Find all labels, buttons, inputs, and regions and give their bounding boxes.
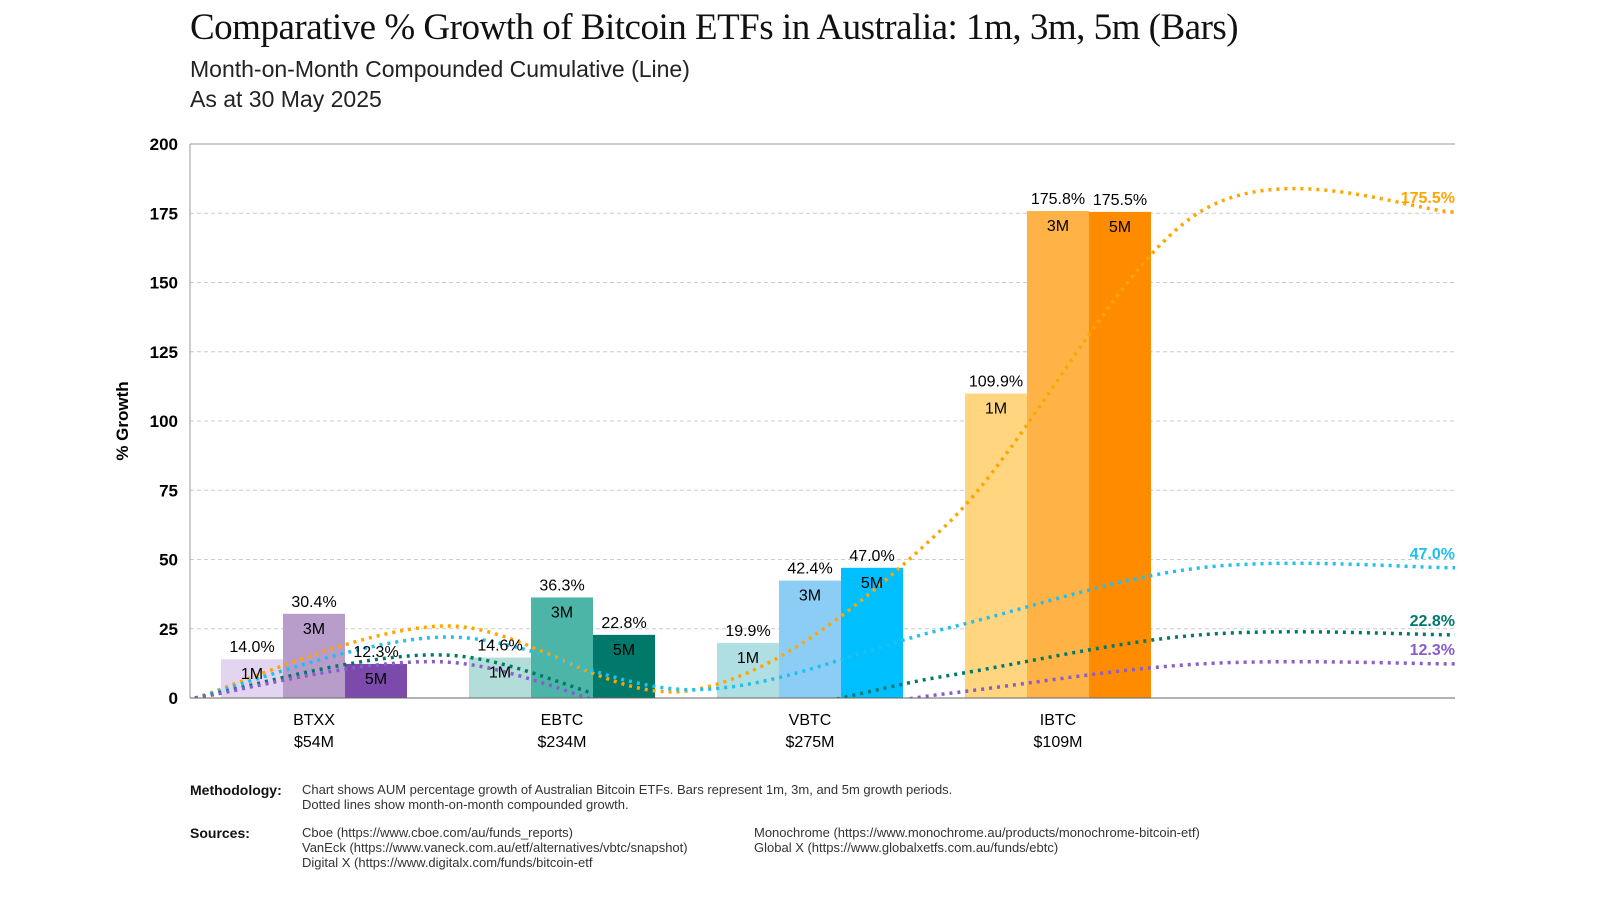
y-tick-label: 150	[150, 274, 178, 293]
bar-value-label: 14.0%	[229, 639, 274, 656]
bar-period-label: 1M	[985, 401, 1007, 418]
x-tick-aum: $109M	[1034, 734, 1083, 751]
bar-period-label: 1M	[489, 665, 511, 682]
y-axis-label: % Growth	[113, 381, 132, 460]
line-end-label: 175.5%	[1401, 190, 1455, 207]
y-tick-label: 175	[150, 204, 178, 223]
y-tick-label: 125	[150, 343, 178, 362]
bar	[345, 663, 407, 698]
y-tick-label: 100	[150, 412, 178, 431]
source-link[interactable]: Digital X (https://www.digitalx.com/fund…	[302, 855, 593, 870]
x-tick-ticker: BTXX	[293, 712, 335, 729]
bar-value-label: 47.0%	[849, 548, 894, 565]
dotted-growth-line	[194, 630, 1455, 698]
bar-value-label: 30.4%	[291, 594, 336, 611]
bar-period-label: 3M	[303, 621, 325, 638]
bar	[717, 642, 779, 698]
line-end-label: 47.0%	[1410, 546, 1455, 563]
bar-period-label: 5M	[1109, 219, 1131, 236]
x-tick-ticker: VBTC	[789, 712, 832, 729]
bar	[593, 634, 655, 698]
x-tick-ticker: IBTC	[1040, 712, 1076, 729]
bar-period-label: 3M	[551, 604, 573, 621]
line-end-label: 22.8%	[1410, 613, 1455, 630]
bar	[1089, 211, 1151, 699]
bar-value-label: 14.6%	[477, 638, 522, 655]
chart-subtitle: Month-on-Month Compounded Cumulative (Li…	[190, 56, 690, 82]
bar-period-label: 1M	[737, 650, 759, 667]
source-link[interactable]: Cboe (https://www.cboe.com/au/funds_repo…	[302, 825, 573, 840]
methodology-label: Methodology:	[190, 782, 282, 798]
bar-period-label: 5M	[861, 575, 883, 592]
bar-value-label: 12.3%	[353, 644, 398, 661]
source-link[interactable]: VanEck (https://www.vaneck.com.au/etf/al…	[302, 840, 688, 855]
bar	[1027, 211, 1089, 698]
bar-value-label: 22.8%	[601, 615, 646, 632]
chart-title: Comparative % Growth of Bitcoin ETFs in …	[190, 7, 1239, 48]
bar-period-label: 3M	[1047, 218, 1069, 235]
source-link[interactable]: Global X (https://www.globalxetfs.com.au…	[754, 840, 1059, 855]
sources-label: Sources:	[190, 825, 250, 841]
bar	[965, 393, 1027, 698]
x-tick-aum: $54M	[294, 734, 334, 751]
bar	[531, 597, 593, 698]
bar-value-label: 19.9%	[725, 623, 770, 640]
dotted-growth-line	[194, 561, 1455, 698]
bar-value-label: 109.9%	[969, 374, 1023, 391]
bar-value-label: 175.8%	[1031, 191, 1085, 208]
y-tick-label: 25	[159, 620, 178, 639]
bar-value-label: 42.4%	[787, 561, 832, 578]
bar-period-label: 1M	[241, 666, 263, 683]
y-tick-label: 0	[169, 689, 178, 708]
methodology-line: Dotted lines show month-on-month compoun…	[302, 797, 629, 812]
chart-date: As at 30 May 2025	[190, 86, 382, 112]
methodology-line: Chart shows AUM percentage growth of Aus…	[302, 782, 953, 797]
bar-value-label: 175.5%	[1093, 192, 1147, 209]
dotted-growth-line	[194, 186, 1455, 698]
source-link[interactable]: Monochrome (https://www.monochrome.au/pr…	[754, 825, 1200, 840]
chart: 0 25 50 75 100 125 150 175 200 % Growth 175.5% 47.0…	[113, 135, 1455, 751]
bar-value-label: 36.3%	[539, 577, 584, 594]
line-end-label: 12.3%	[1410, 642, 1455, 659]
notes: Methodology: Chart shows AUM percentage …	[190, 782, 1200, 870]
bar-period-label: 3M	[799, 588, 821, 605]
y-tick-label: 75	[159, 481, 178, 500]
y-tick-label: 50	[159, 551, 178, 570]
bar-period-label: 5M	[365, 671, 387, 688]
x-tick-aum: $234M	[538, 734, 587, 751]
x-tick-aum: $275M	[786, 734, 835, 751]
x-tick-ticker: EBTC	[541, 712, 584, 729]
dotted-growth-line	[194, 659, 1455, 698]
y-tick-label: 200	[150, 135, 178, 154]
bar-period-label: 5M	[613, 642, 635, 659]
